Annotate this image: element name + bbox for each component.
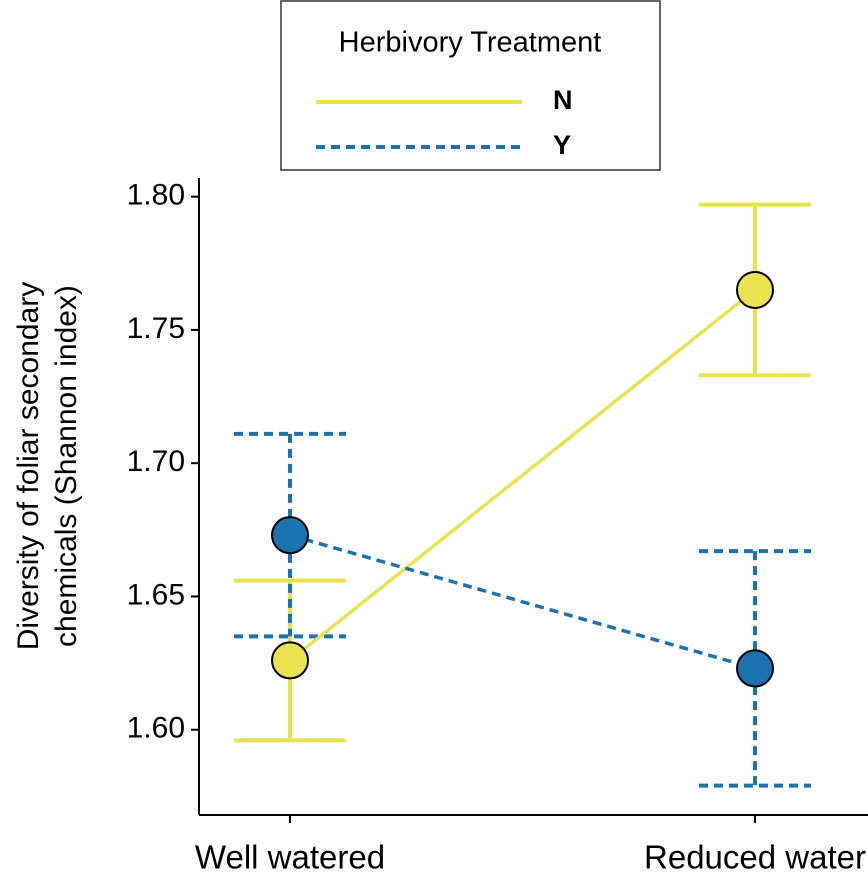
- y-tick-label: 1.70: [127, 445, 185, 478]
- legend-label: N: [553, 85, 573, 115]
- legend-label: Y: [553, 130, 571, 160]
- y-axis-title: chemicals (Shannon index): [50, 285, 83, 647]
- point: [271, 516, 309, 555]
- series-line: [288, 288, 757, 662]
- x-tick-label: Reduced water: [644, 839, 866, 876]
- y-tick-label: 1.80: [127, 179, 185, 212]
- point: [736, 649, 774, 688]
- y-axis-title: Diversity of foliar secondary: [12, 282, 45, 650]
- series-line: [289, 533, 756, 671]
- y-tick-label: 1.65: [127, 578, 185, 611]
- x-tick-label: Well watered: [195, 839, 385, 876]
- point: [271, 641, 309, 680]
- y-tick-label: 1.60: [127, 712, 185, 745]
- legend-title: Herbivory Treatment: [339, 27, 602, 59]
- y-tick-label: 1.75: [127, 312, 185, 345]
- point: [736, 270, 774, 309]
- legend-box: [280, 0, 661, 171]
